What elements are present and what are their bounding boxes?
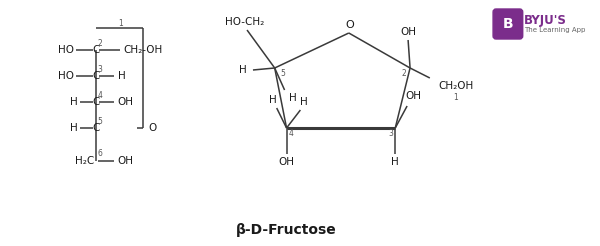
Text: H: H xyxy=(391,157,399,167)
Text: CH₂-OH: CH₂-OH xyxy=(124,45,163,55)
Text: C: C xyxy=(92,71,100,81)
Text: OH: OH xyxy=(118,156,134,166)
Text: H: H xyxy=(269,95,277,105)
Text: C: C xyxy=(92,97,100,107)
Text: C: C xyxy=(92,45,100,55)
Text: 2: 2 xyxy=(97,39,102,47)
Text: O: O xyxy=(148,123,157,133)
Text: HO: HO xyxy=(58,71,74,81)
Text: 5: 5 xyxy=(97,117,102,125)
Text: H: H xyxy=(239,65,247,75)
Text: 1: 1 xyxy=(118,18,123,28)
Text: BYJU'S: BYJU'S xyxy=(524,14,566,27)
Text: β-D-Fructose: β-D-Fructose xyxy=(236,223,337,237)
Text: H: H xyxy=(118,71,125,81)
FancyBboxPatch shape xyxy=(493,9,523,39)
Text: O: O xyxy=(346,20,354,30)
Text: H₂C: H₂C xyxy=(74,156,94,166)
Text: B: B xyxy=(503,17,513,31)
Text: HO: HO xyxy=(58,45,74,55)
Text: OH: OH xyxy=(400,27,416,37)
Text: 6: 6 xyxy=(97,150,102,158)
Text: 4: 4 xyxy=(289,129,294,138)
Text: 5: 5 xyxy=(280,68,285,77)
Text: 3: 3 xyxy=(97,64,102,74)
Text: H: H xyxy=(289,93,296,103)
Text: HO-CH₂: HO-CH₂ xyxy=(226,17,265,27)
Text: 3: 3 xyxy=(389,129,394,138)
Text: The Learning App: The Learning App xyxy=(524,27,585,33)
Text: 1: 1 xyxy=(453,93,458,103)
Text: C: C xyxy=(92,123,100,133)
Text: CH₂OH: CH₂OH xyxy=(438,81,473,91)
Text: 2: 2 xyxy=(402,70,407,78)
Text: H: H xyxy=(70,123,78,133)
Text: OH: OH xyxy=(118,97,134,107)
Text: H: H xyxy=(70,97,78,107)
Text: H: H xyxy=(301,97,308,107)
Text: OH: OH xyxy=(405,91,421,101)
Text: 4: 4 xyxy=(97,91,102,99)
Text: OH: OH xyxy=(278,157,295,167)
